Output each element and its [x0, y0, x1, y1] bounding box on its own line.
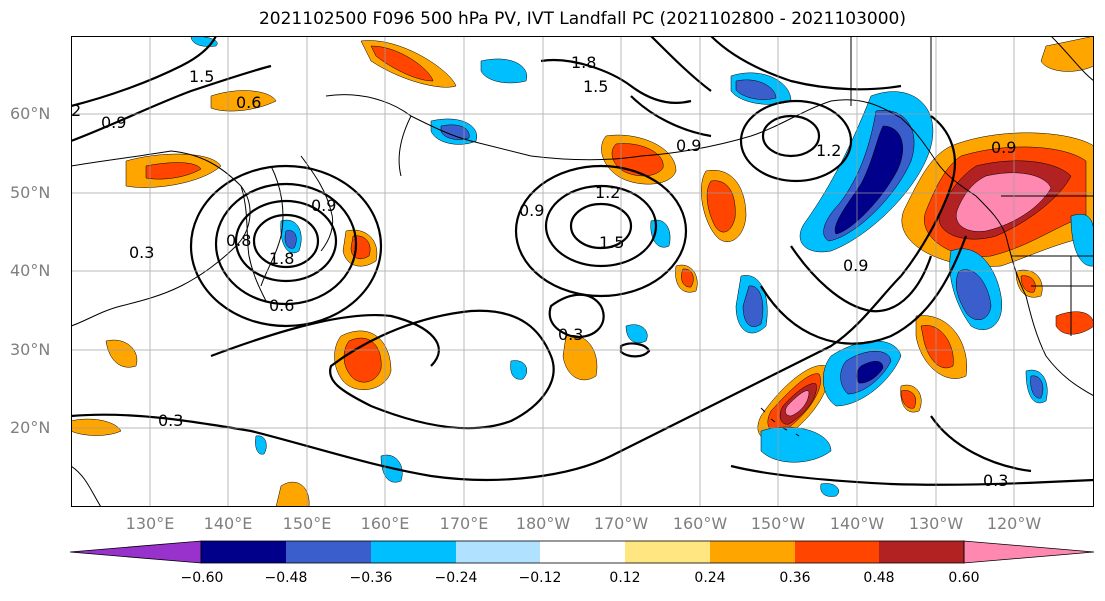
lon-label: 140°E [203, 514, 253, 533]
contour-label: 0.9 [843, 256, 868, 275]
contour-labels: 1.5 0.6 0.9 2 1.8 1.5 0.9 1.2 1.2 0.9 1.… [71, 53, 1016, 490]
grid-lines [71, 36, 1094, 507]
colorbar-tick: 0.36 [779, 570, 811, 586]
colorbar-segment [625, 541, 710, 563]
colorbar-tick: −0.36 [349, 570, 393, 586]
colorbar-tick: 0.48 [863, 570, 895, 586]
colorbar-segment [710, 541, 795, 563]
colorbar-segment [286, 541, 371, 563]
contour-label: 0.9 [519, 201, 544, 220]
colorbar-tick: −0.60 [180, 570, 224, 586]
colorbar-tick: −0.24 [434, 570, 478, 586]
colorbar-tick: 0.12 [609, 570, 641, 586]
lon-label: 140°W [829, 514, 885, 533]
contour-label: 1.8 [269, 249, 294, 268]
lon-label: 130°W [908, 514, 964, 533]
map-plot-area: 1.5 0.6 0.9 2 1.8 1.5 0.9 1.2 1.2 0.9 1.… [71, 36, 1094, 507]
contour-label: 0.3 [983, 471, 1008, 490]
lat-label: 20°N [10, 418, 51, 437]
contour-label: 1.5 [583, 77, 608, 96]
lat-label: 30°N [10, 340, 51, 359]
contour-label: 0.9 [311, 196, 336, 215]
lat-label: 40°N [10, 261, 51, 280]
contour-label: 2 [71, 101, 81, 120]
contour-label: 0.8 [226, 231, 251, 250]
colorbar-tick: 0.60 [948, 570, 980, 586]
contour-label: 0.9 [676, 136, 701, 155]
lon-label: 170°W [593, 514, 649, 533]
lon-label: 130°E [125, 514, 175, 533]
contour-label: 0.9 [101, 113, 126, 132]
colorbar-segment [201, 541, 286, 563]
lon-label: 170°E [439, 514, 489, 533]
lon-label: 180°W [515, 514, 571, 533]
contour-label: 0.3 [558, 325, 583, 344]
colorbar-segment [879, 541, 964, 563]
colorbar-tick: 0.24 [694, 570, 726, 586]
map-frame [71, 36, 1094, 507]
colorbar-tick: −0.12 [518, 570, 562, 586]
contour-label: 1.5 [599, 233, 624, 252]
contour-label: 0.3 [129, 243, 154, 262]
lat-label: 60°N [10, 104, 51, 123]
colorbar [70, 540, 1095, 564]
contour-label: 1.2 [595, 183, 620, 202]
colorbar-tick: −0.48 [264, 570, 308, 586]
lon-label: 120°W [986, 514, 1042, 533]
colorbar-extend-low [70, 540, 202, 564]
lon-label: 160°E [360, 514, 410, 533]
map-title: 2021102500 F096 500 hPa PV, IVT Landfall… [258, 9, 906, 29]
contour-lines [71, 36, 1094, 486]
colorbar-segment [795, 541, 879, 563]
colorbar-segment [456, 541, 540, 563]
contour-label: 0.6 [236, 93, 261, 112]
contour-label: 0.6 [269, 296, 294, 315]
lon-label: 150°W [750, 514, 806, 533]
lon-label: 160°W [672, 514, 728, 533]
colorbar-segment [371, 541, 456, 563]
colorbar-segment [540, 541, 625, 563]
lon-label: 150°E [282, 514, 332, 533]
colorbar-extend-high [963, 540, 1095, 564]
contour-label: 0.9 [991, 138, 1016, 157]
contour-label: 1.8 [571, 53, 596, 72]
contour-label: 1.2 [816, 141, 841, 160]
lat-label: 50°N [10, 183, 51, 202]
contour-label: 0.3 [158, 411, 183, 430]
contour-label: 1.5 [189, 67, 214, 86]
